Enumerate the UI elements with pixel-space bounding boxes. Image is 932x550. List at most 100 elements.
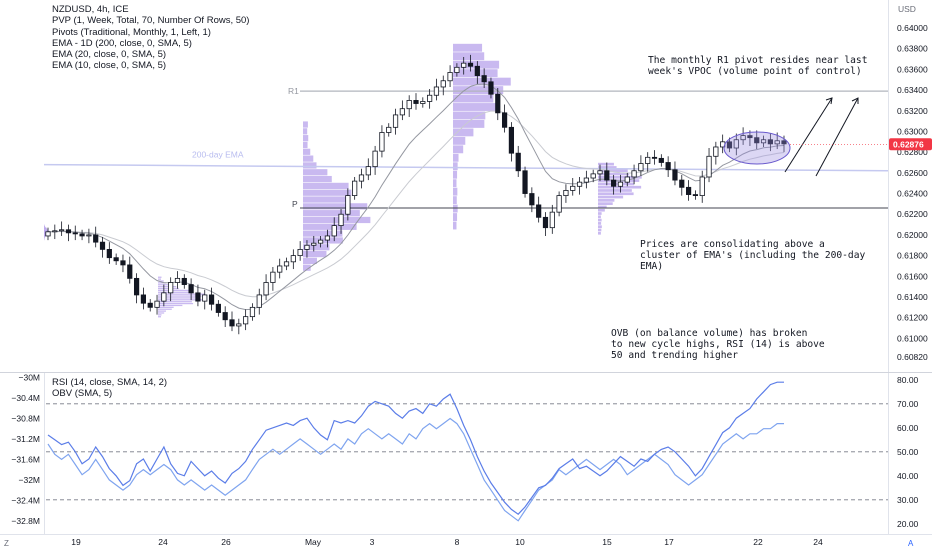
candle[interactable]	[611, 179, 617, 187]
candle[interactable]	[372, 150, 378, 168]
candle[interactable]	[52, 230, 58, 233]
candle[interactable]	[174, 277, 181, 283]
candle[interactable]	[515, 152, 521, 172]
candle[interactable]	[529, 193, 535, 206]
legend-pvp[interactable]: PVP (1, Week, Total, 70, Number Of Rows,…	[52, 15, 250, 27]
candle[interactable]	[283, 261, 290, 267]
candle[interactable]	[386, 126, 392, 133]
candle[interactable]	[65, 229, 72, 234]
candle[interactable]	[208, 294, 215, 305]
candle[interactable]	[297, 249, 303, 257]
candle[interactable]	[270, 271, 276, 283]
candle[interactable]	[202, 294, 208, 302]
candle[interactable]	[113, 257, 119, 262]
candle[interactable]	[188, 284, 194, 294]
candle[interactable]	[604, 170, 610, 181]
candle[interactable]	[413, 100, 419, 104]
candle[interactable]	[263, 282, 269, 296]
candle[interactable]	[140, 294, 147, 304]
candle[interactable]	[365, 166, 371, 176]
ema-10-line[interactable]	[47, 83, 785, 311]
candle[interactable]	[590, 173, 596, 179]
candle[interactable]	[672, 169, 678, 181]
candle[interactable]	[774, 140, 780, 145]
candle[interactable]	[583, 177, 589, 183]
candle[interactable]	[331, 225, 337, 237]
candle[interactable]	[536, 204, 542, 218]
candle[interactable]	[127, 264, 133, 279]
ema-20-line[interactable]	[47, 110, 785, 298]
candles[interactable]	[45, 54, 787, 335]
candle[interactable]	[754, 137, 760, 144]
candle[interactable]	[99, 241, 106, 250]
candle[interactable]	[440, 80, 446, 88]
candle[interactable]	[685, 186, 692, 195]
candle[interactable]	[236, 323, 242, 327]
candle[interactable]	[467, 62, 474, 67]
candle[interactable]	[406, 100, 412, 110]
candle[interactable]	[624, 176, 630, 183]
candle[interactable]	[474, 65, 480, 76]
ema-200-line[interactable]	[43, 163, 889, 172]
candle[interactable]	[747, 135, 753, 139]
candle[interactable]	[290, 255, 296, 263]
candle[interactable]	[461, 62, 467, 68]
legend-pivots[interactable]: Pivots (Traditional, Monthly, 1, Left, 1…	[52, 26, 211, 38]
candle[interactable]	[120, 260, 126, 266]
candle[interactable]	[740, 135, 746, 141]
candle[interactable]	[311, 242, 317, 246]
candle[interactable]	[726, 141, 733, 149]
candle[interactable]	[59, 229, 65, 232]
legend-rsi[interactable]: RSI (14, close, SMA, 14, 2)	[52, 377, 168, 388]
candle[interactable]	[692, 194, 699, 197]
candle[interactable]	[345, 195, 351, 215]
symbol-title[interactable]: NZDUSD, 4h, ICE	[52, 4, 129, 15]
candle[interactable]	[304, 244, 310, 250]
candle[interactable]	[256, 294, 262, 308]
candle[interactable]	[631, 170, 637, 178]
candle[interactable]	[495, 93, 501, 114]
candle[interactable]	[522, 170, 528, 194]
candle[interactable]	[699, 176, 705, 197]
candle[interactable]	[324, 235, 331, 241]
candle[interactable]	[447, 72, 453, 82]
obv-line[interactable]	[47, 417, 784, 522]
legend-obv[interactable]: OBV (SMA, 5)	[52, 388, 113, 400]
candle[interactable]	[542, 216, 549, 229]
candle[interactable]	[454, 66, 460, 73]
candle[interactable]	[706, 155, 712, 178]
candle[interactable]	[549, 211, 555, 229]
candle[interactable]	[645, 156, 651, 164]
candle[interactable]	[352, 180, 358, 197]
candle[interactable]	[488, 81, 494, 95]
candle[interactable]	[399, 108, 405, 116]
candle[interactable]	[433, 86, 440, 96]
candle[interactable]	[597, 170, 603, 175]
candle[interactable]	[181, 277, 187, 285]
candle[interactable]	[651, 156, 658, 159]
candle[interactable]	[317, 239, 324, 244]
legend-ema-10[interactable]: EMA (10, close, 0, SMA, 5)	[52, 60, 167, 72]
candle[interactable]	[760, 139, 767, 144]
candle[interactable]	[420, 101, 426, 104]
candle[interactable]	[195, 292, 201, 302]
candle[interactable]	[133, 277, 140, 296]
candle[interactable]	[665, 162, 671, 171]
candle[interactable]	[243, 316, 249, 325]
candle[interactable]	[713, 146, 719, 157]
candle[interactable]	[638, 163, 644, 172]
candle[interactable]	[147, 302, 153, 308]
candle[interactable]	[358, 174, 365, 182]
candle[interactable]	[501, 112, 508, 128]
candle[interactable]	[570, 185, 576, 191]
candle[interactable]	[86, 234, 92, 237]
candle[interactable]	[576, 181, 583, 187]
candle[interactable]	[392, 114, 399, 128]
candle[interactable]	[556, 195, 562, 213]
candle[interactable]	[617, 181, 624, 187]
candle[interactable]	[338, 213, 344, 227]
candle[interactable]	[767, 139, 773, 145]
auto-scale-icon[interactable]: A	[908, 539, 914, 548]
candle[interactable]	[154, 300, 160, 308]
